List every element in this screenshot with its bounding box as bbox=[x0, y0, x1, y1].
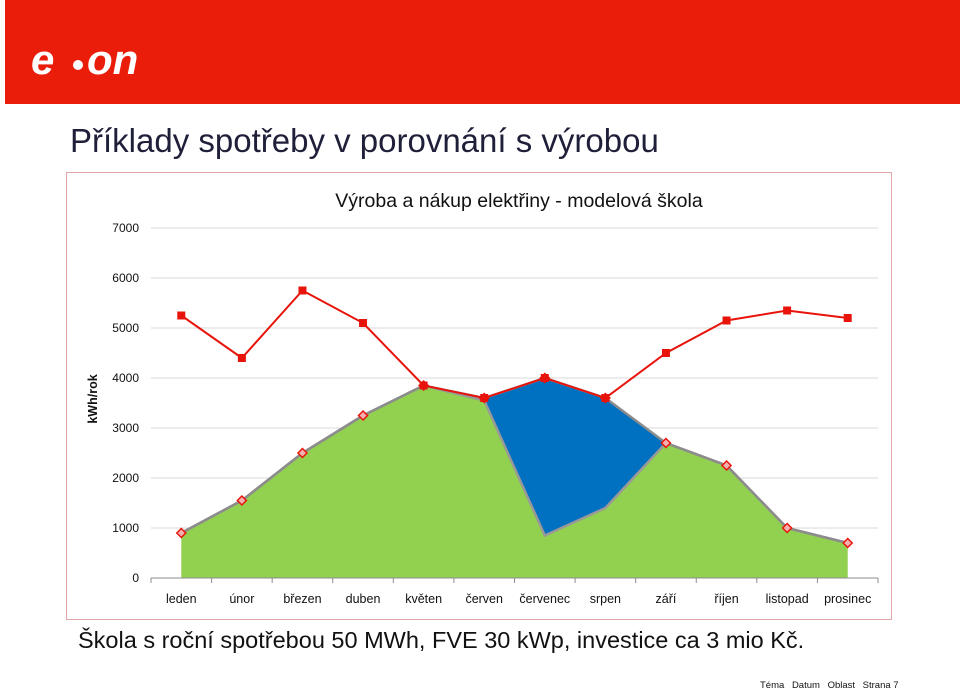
svg-text:on: on bbox=[87, 38, 138, 83]
chart-title: Výroba a nákup elektřiny - modelová škol… bbox=[335, 190, 703, 212]
axis-layer: 0 1000 2000 3000 4000 5000 6000 7000 leden únor bř… bbox=[112, 221, 879, 606]
area-layer bbox=[181, 378, 848, 578]
y-tick-label: 2000 bbox=[112, 471, 139, 485]
series-2-point bbox=[842, 537, 854, 549]
x-tick-label: červenec bbox=[519, 592, 570, 606]
series-1-line bbox=[180, 289, 848, 400]
series-1-point bbox=[298, 286, 307, 295]
x-tick-label: srpen bbox=[590, 592, 621, 606]
line-layer bbox=[180, 289, 849, 545]
x-tick-label: březen bbox=[283, 592, 321, 606]
footer-page: Strana 7 bbox=[862, 680, 899, 691]
series-1-point bbox=[601, 394, 610, 402]
footer-area: Oblast bbox=[827, 680, 856, 691]
y-tick-label: 0 bbox=[132, 571, 139, 585]
x-tick-label: únor bbox=[229, 592, 254, 606]
x-tick-label: září bbox=[656, 592, 677, 606]
y-tick-label: 1000 bbox=[112, 521, 139, 535]
x-tick-label: květen bbox=[405, 592, 442, 606]
series-1-point bbox=[237, 354, 246, 362]
series-1-point bbox=[661, 349, 670, 357]
x-tick-label: leden bbox=[166, 592, 197, 606]
series-1-point bbox=[722, 316, 731, 325]
y-axis-label: kWh/rok bbox=[86, 374, 100, 423]
chart-frame: 0 1000 2000 3000 4000 5000 6000 7000 leden únor bř… bbox=[66, 172, 892, 620]
series-2-point bbox=[296, 447, 309, 459]
series-2-point bbox=[720, 459, 733, 472]
series-1-point bbox=[783, 306, 792, 315]
series-2-point bbox=[357, 409, 369, 422]
series-2-point bbox=[660, 437, 672, 449]
series-1-point bbox=[177, 311, 186, 320]
y-tick-label: 4000 bbox=[112, 371, 139, 385]
series-1-point bbox=[540, 374, 549, 382]
footer: Téma Datum Oblast Strana 7 bbox=[760, 680, 904, 691]
y-tick-label: 3000 bbox=[112, 421, 139, 435]
y-tick-label: 5000 bbox=[112, 321, 139, 335]
eon-logo: e on bbox=[31, 38, 138, 83]
footer-topic: Téma bbox=[760, 680, 785, 691]
slide-title: Příklady spotřeby v porovnání s výrobou bbox=[70, 122, 659, 159]
caption: Škola s roční spotřebou 50 MWh, FVE 30 k… bbox=[78, 627, 805, 653]
x-tick-label: červen bbox=[465, 592, 503, 606]
svg-text:e: e bbox=[31, 38, 54, 83]
x-tick-label: prosinec bbox=[824, 592, 871, 606]
series-1-point bbox=[359, 319, 368, 327]
x-tick-label: listopad bbox=[766, 592, 809, 606]
y-tick-label: 7000 bbox=[112, 221, 139, 235]
series-2-point bbox=[236, 494, 248, 507]
footer-date: Datum bbox=[791, 680, 820, 691]
chart: 0 1000 2000 3000 4000 5000 6000 7000 leden únor bř… bbox=[86, 190, 879, 606]
series-1-point bbox=[843, 314, 852, 322]
series-2-point bbox=[781, 522, 793, 534]
series-1-point bbox=[419, 381, 428, 390]
series-1-point bbox=[480, 394, 489, 402]
marker-layer bbox=[175, 286, 854, 549]
header-bar: e on bbox=[5, 0, 960, 104]
x-tick-label: duben bbox=[346, 592, 381, 606]
series-2-point bbox=[175, 527, 187, 539]
lower-area bbox=[181, 385, 848, 578]
x-tick-label: říjen bbox=[714, 592, 738, 606]
gap-area bbox=[181, 378, 848, 543]
y-tick-label: 6000 bbox=[112, 271, 139, 285]
